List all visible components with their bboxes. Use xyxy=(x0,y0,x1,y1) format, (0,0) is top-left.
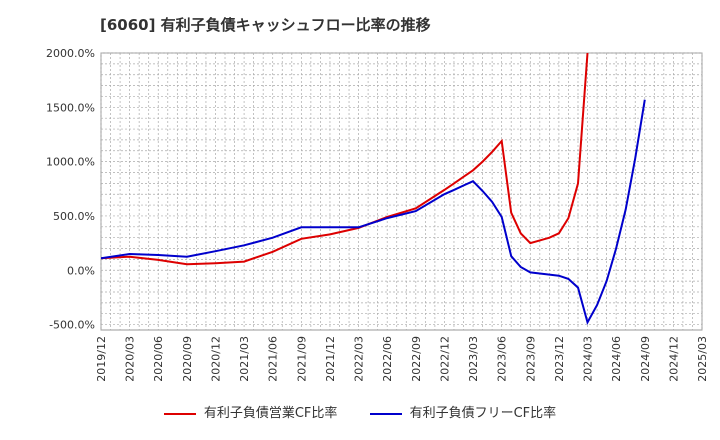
x-tick-label: 2024/12 xyxy=(667,336,680,382)
y-tick-label: 2000.0% xyxy=(46,47,95,60)
y-tick-label: 1000.0% xyxy=(46,156,95,169)
y-tick-label: 500.0% xyxy=(53,210,95,223)
plot-frame xyxy=(100,52,703,331)
legend-item-0: 有利子負債営業CF比率 xyxy=(163,402,338,421)
series-line-1 xyxy=(101,99,646,326)
x-tick-label: 2020/12 xyxy=(209,336,222,382)
chart-title: [6060] 有利子負債キャッシュフロー比率の推移 xyxy=(100,16,431,34)
x-tick-label: 2024/06 xyxy=(610,336,623,382)
x-tick-label: 2022/12 xyxy=(438,336,451,382)
legend-item-1: 有利子負債フリーCF比率 xyxy=(369,402,557,421)
legend-swatch-0 xyxy=(163,412,196,415)
x-tick-label: 2023/06 xyxy=(496,336,509,382)
x-tick-label: 2021/06 xyxy=(267,336,280,382)
x-tick-label: 2020/09 xyxy=(181,336,194,382)
x-tick-label: 2023/09 xyxy=(524,336,537,382)
y-tick-label: 1500.0% xyxy=(46,101,95,114)
legend-swatch-1 xyxy=(369,412,402,415)
x-tick-label: 2022/03 xyxy=(353,336,366,382)
legend-label-1: 有利子負債フリーCF比率 xyxy=(409,406,557,421)
x-tick-label: 2023/12 xyxy=(553,336,566,382)
y-tick-label: 0.0% xyxy=(67,264,95,277)
x-tick-label: 2020/06 xyxy=(152,336,165,382)
legend: 有利子負債営業CF比率 有利子負債フリーCF比率 xyxy=(0,402,720,421)
series-line-0 xyxy=(101,53,589,266)
x-tick-label: 2023/03 xyxy=(467,336,480,382)
x-tick-label: 2025/03 xyxy=(696,336,709,382)
x-tick-label: 2024/03 xyxy=(582,336,595,382)
x-tick-label: 2019/12 xyxy=(95,336,108,382)
x-tick-label: 2022/06 xyxy=(381,336,394,382)
x-tick-label: 2022/09 xyxy=(410,336,423,382)
x-tick-label: 2021/12 xyxy=(324,336,337,382)
x-tick-label: 2021/09 xyxy=(295,336,308,382)
x-tick-label: 2021/03 xyxy=(238,336,251,382)
x-tick-label: 2024/09 xyxy=(639,336,652,382)
x-tick-label: 2020/03 xyxy=(124,336,137,382)
legend-label-0: 有利子負債営業CF比率 xyxy=(203,406,338,421)
y-tick-label: -500.0% xyxy=(49,319,95,332)
